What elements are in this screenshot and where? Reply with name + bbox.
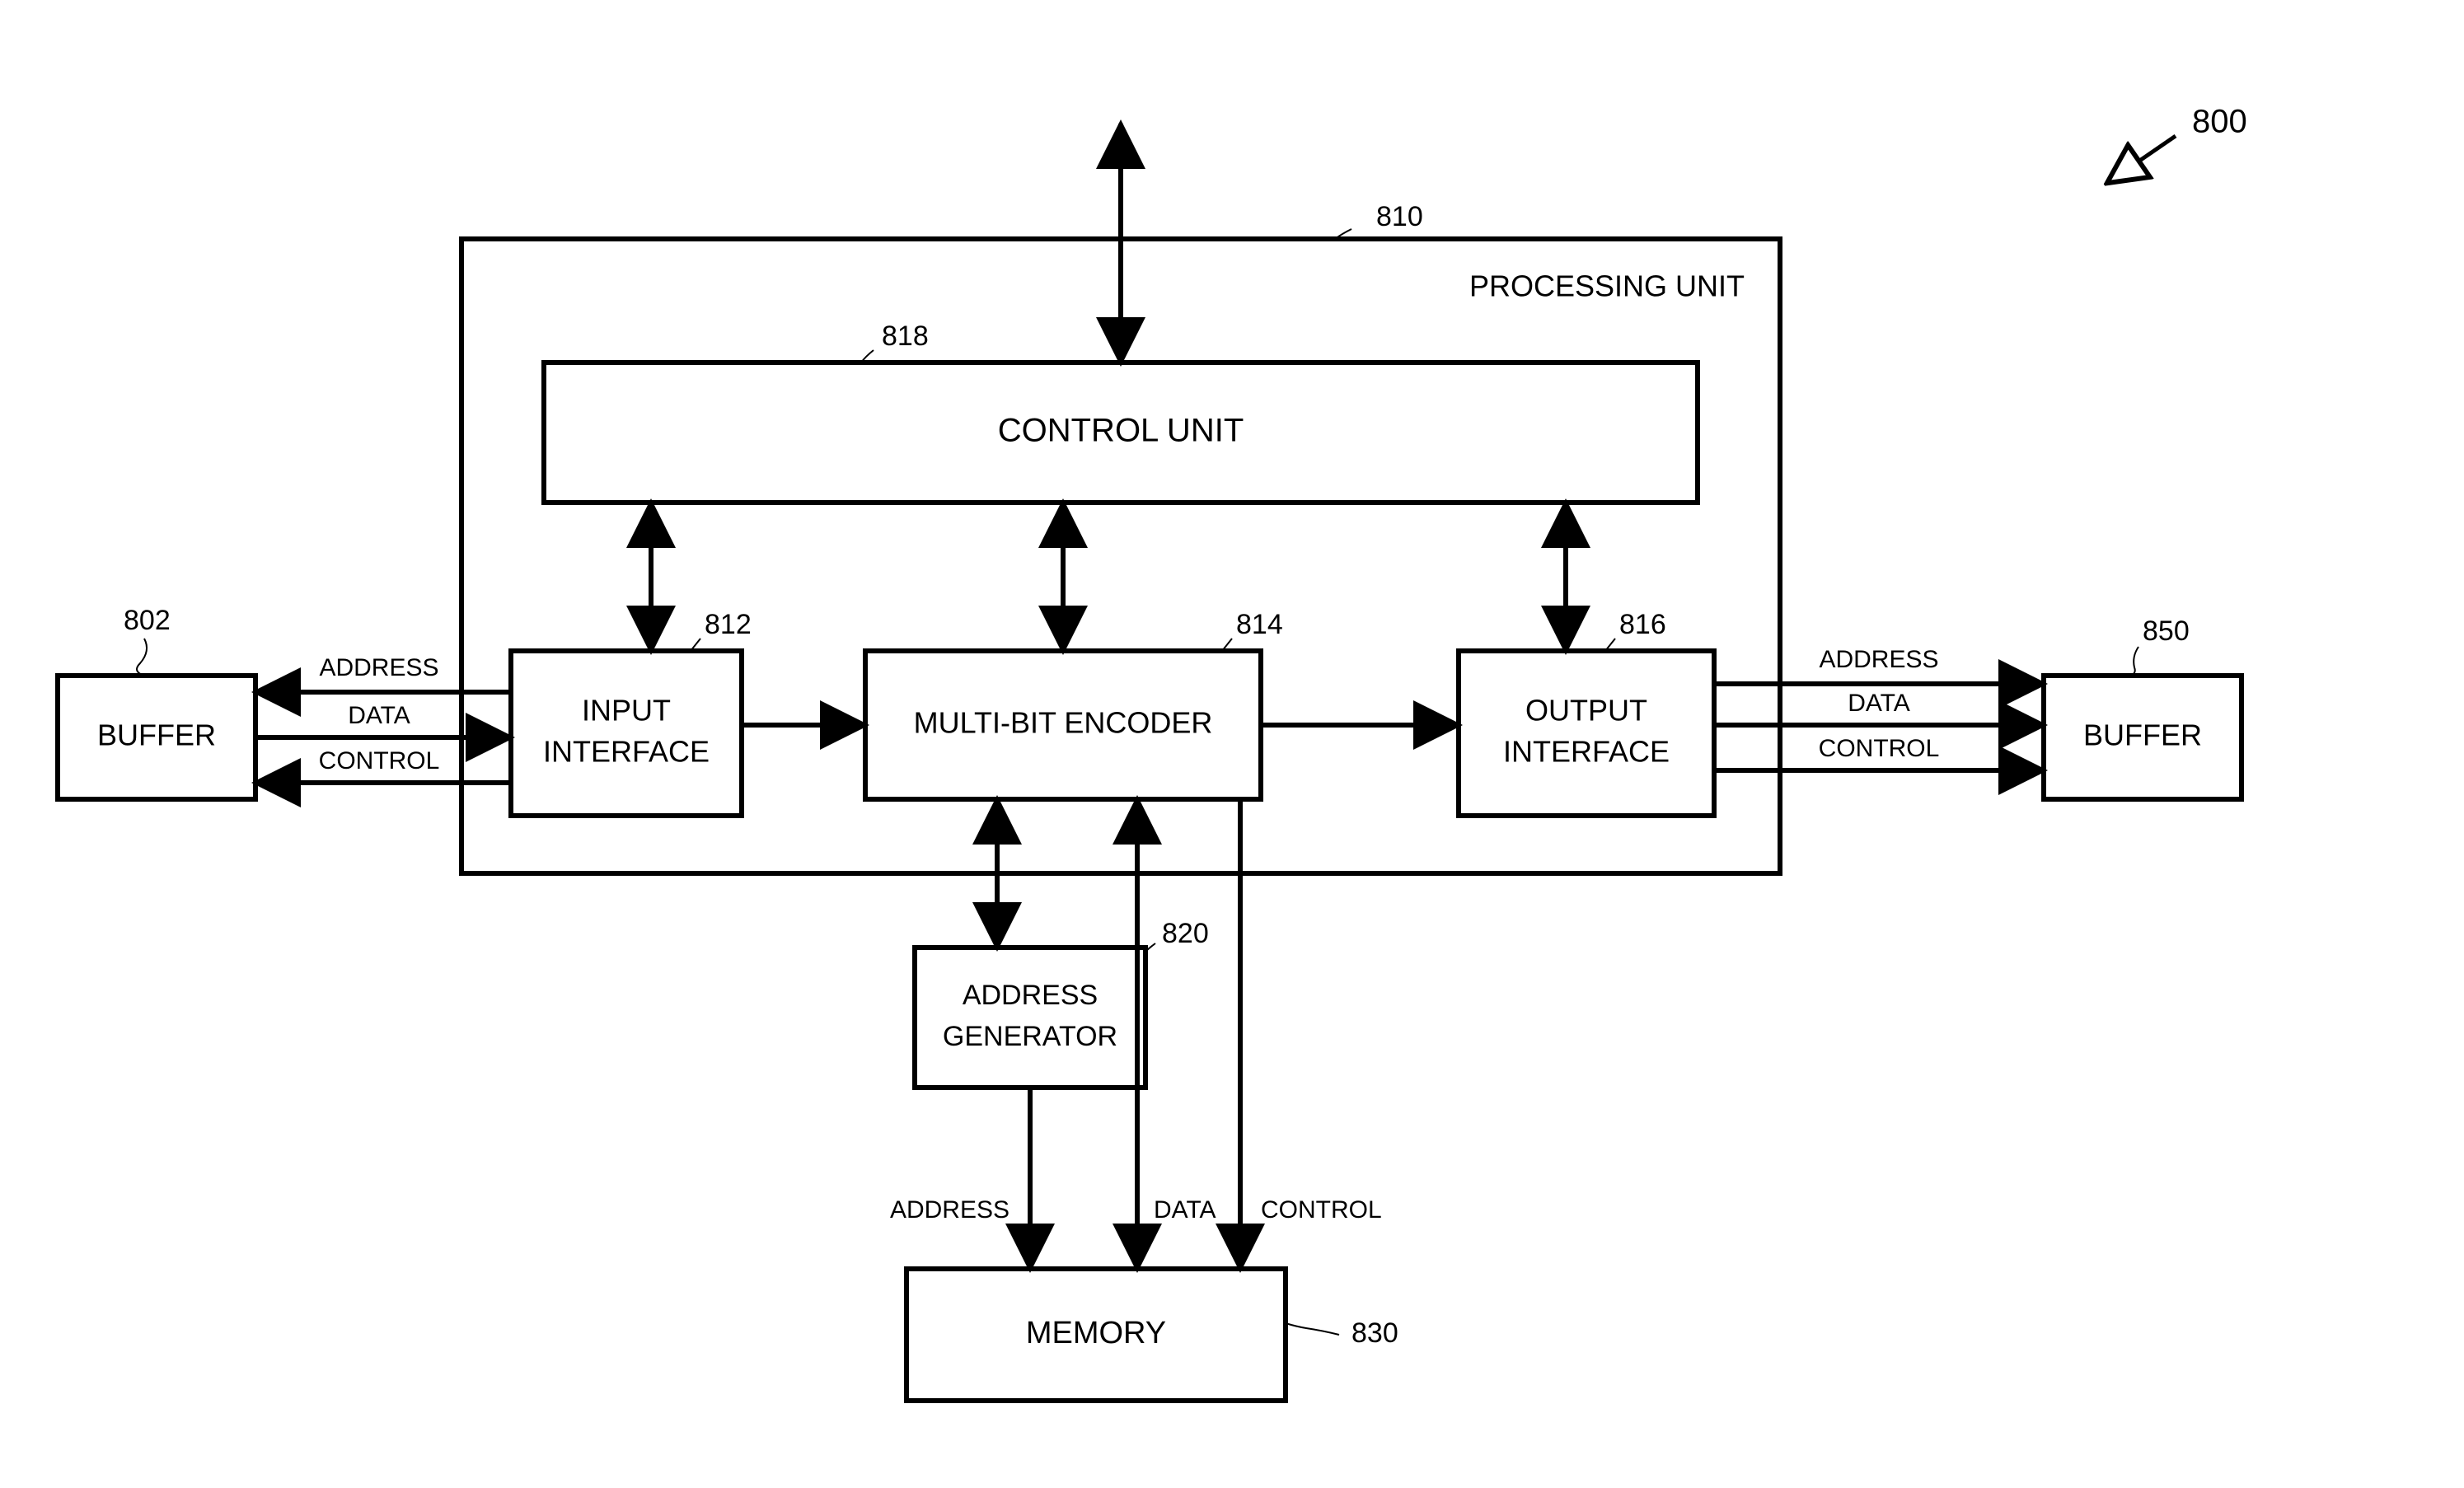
ref-802-lead (137, 639, 147, 676)
ref-812: 812 (705, 609, 752, 640)
buffer-right-label: BUFFER (2083, 718, 2202, 752)
address-generator-box (915, 948, 1145, 1088)
memory-label: MEMORY (1026, 1316, 1166, 1350)
left-address-label: ADDRESS (319, 654, 438, 681)
address-generator-label-1: ADDRESS (963, 980, 1098, 1011)
ref-830-lead (1286, 1323, 1339, 1335)
output-interface-label-1: OUTPUT (1525, 694, 1647, 728)
ref-802: 802 (124, 605, 171, 636)
mem-data-label: DATA (1154, 1196, 1216, 1224)
ref-850-lead (2129, 647, 2138, 676)
output-interface-box (1459, 651, 1714, 816)
mem-control-label: CONTROL (1261, 1196, 1382, 1224)
address-generator-label-2: GENERATOR (943, 1021, 1117, 1052)
ref-830: 830 (1351, 1317, 1398, 1349)
input-interface-label-1: INPUT (582, 694, 671, 728)
input-interface-label-2: INTERFACE (543, 735, 710, 769)
left-data-label: DATA (348, 702, 410, 729)
ref-850: 850 (2143, 615, 2190, 647)
ref-810: 810 (1376, 201, 1423, 232)
ref-818: 818 (882, 321, 929, 352)
ref-800-arrow (2110, 136, 2176, 181)
ref-800: 800 (2192, 104, 2247, 140)
ref-820: 820 (1162, 918, 1209, 949)
right-data-label: DATA (1848, 690, 1910, 717)
mem-address-label: ADDRESS (890, 1196, 1009, 1224)
encoder-label: MULTI-BIT ENCODER (914, 706, 1213, 740)
ref-816: 816 (1619, 609, 1666, 640)
right-control-label: CONTROL (1819, 735, 1940, 762)
right-address-label: ADDRESS (1819, 646, 1938, 673)
ref-814: 814 (1236, 609, 1283, 640)
input-interface-box (511, 651, 742, 816)
buffer-left-label: BUFFER (97, 718, 216, 752)
output-interface-label-2: INTERFACE (1503, 735, 1670, 769)
control-unit-label: CONTROL UNIT (998, 413, 1244, 449)
left-control-label: CONTROL (319, 747, 440, 774)
processing-unit-label: PROCESSING UNIT (1469, 269, 1745, 303)
